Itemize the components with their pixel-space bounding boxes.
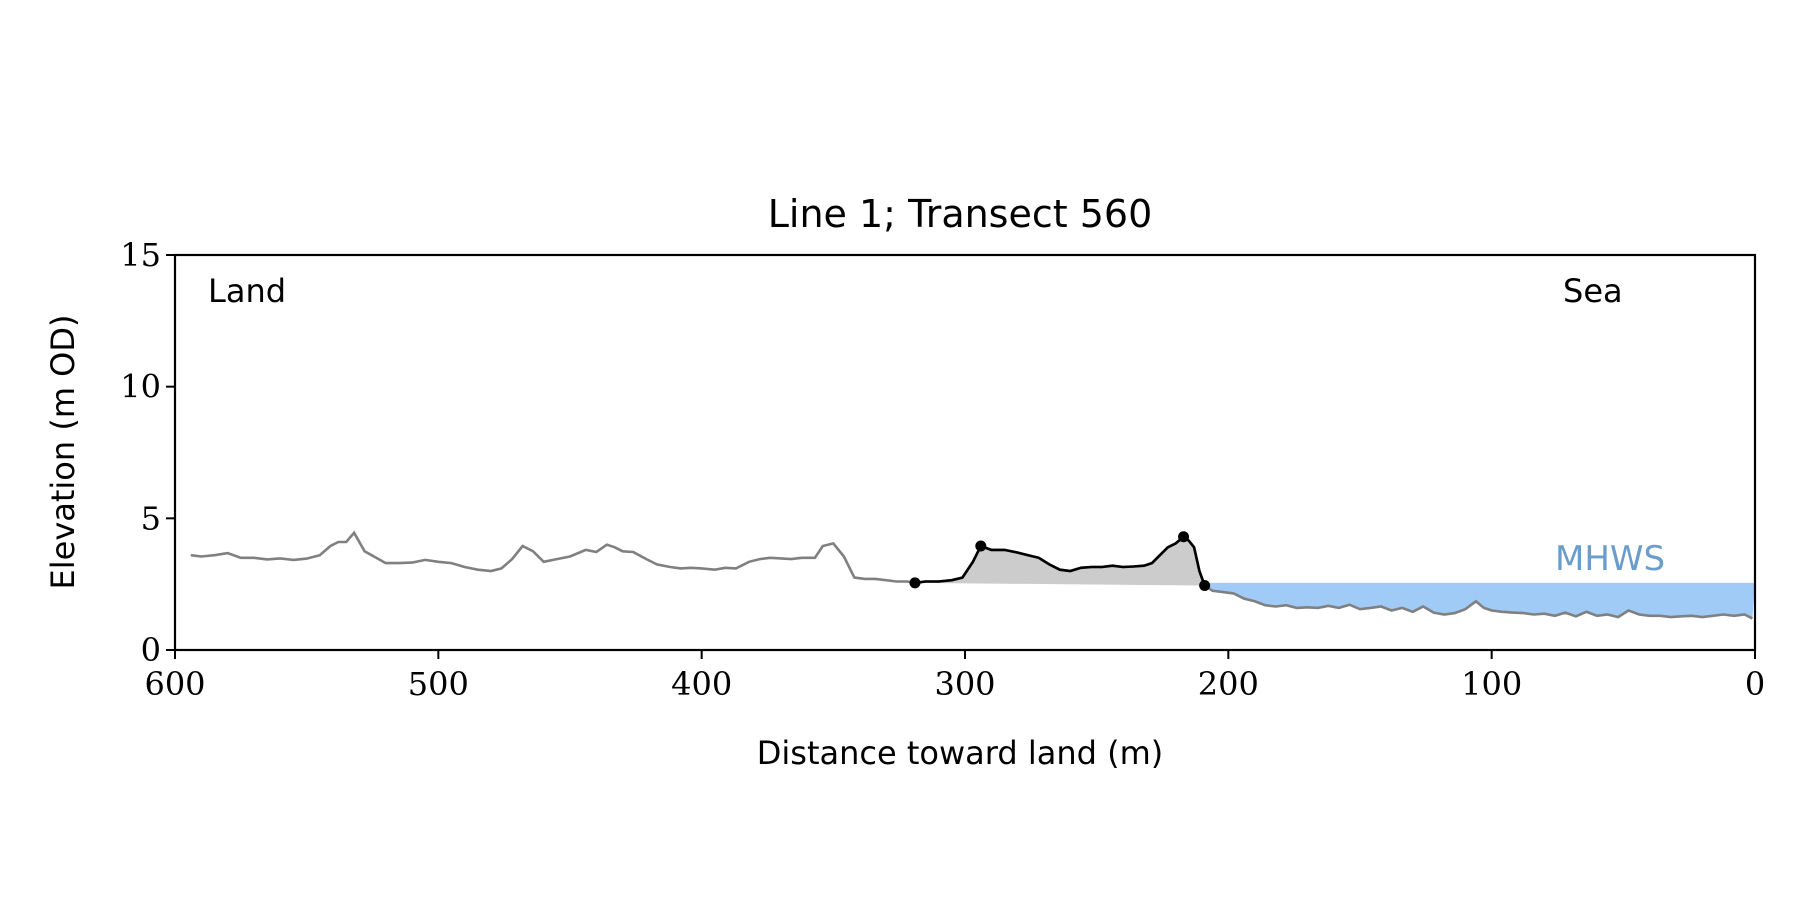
x-tick-label: 600 [144,665,205,703]
dune-line [914,535,1206,586]
y-tick-label: 0 [141,631,161,669]
y-tick-label: 15 [120,236,161,274]
dune-markers [909,531,1211,591]
y-axis-label: Elevation (m OD) [44,315,82,590]
y-tick-label: 10 [120,368,161,406]
x-tick-label: 200 [1198,665,1259,703]
sea-annotation: Sea [1563,272,1623,310]
dune-marker-2 [1178,531,1190,543]
x-tick-label: 400 [671,665,732,703]
x-axis-label: Distance toward land (m) [757,734,1163,772]
chart-title: Line 1; Transect 560 [768,192,1153,236]
mhws-annotation: MHWS [1555,539,1665,579]
dune-marker-3 [1199,579,1211,591]
plot-area [190,530,1755,620]
land-annotation: Land [208,272,286,310]
y-axis-ticks: 0 5 10 15 [120,236,175,669]
x-tick-label: 0 [1745,665,1765,703]
sea-fill-below-mhws [1204,582,1755,619]
x-tick-label: 500 [408,665,469,703]
y-tick-label: 5 [141,499,161,537]
dune-marker-1 [975,540,987,552]
x-axis-ticks: 600 500 400 300 200 100 0 [144,650,1765,703]
dune-marker-0 [909,577,921,589]
x-tick-label: 300 [934,665,995,703]
x-tick-label: 100 [1461,665,1522,703]
